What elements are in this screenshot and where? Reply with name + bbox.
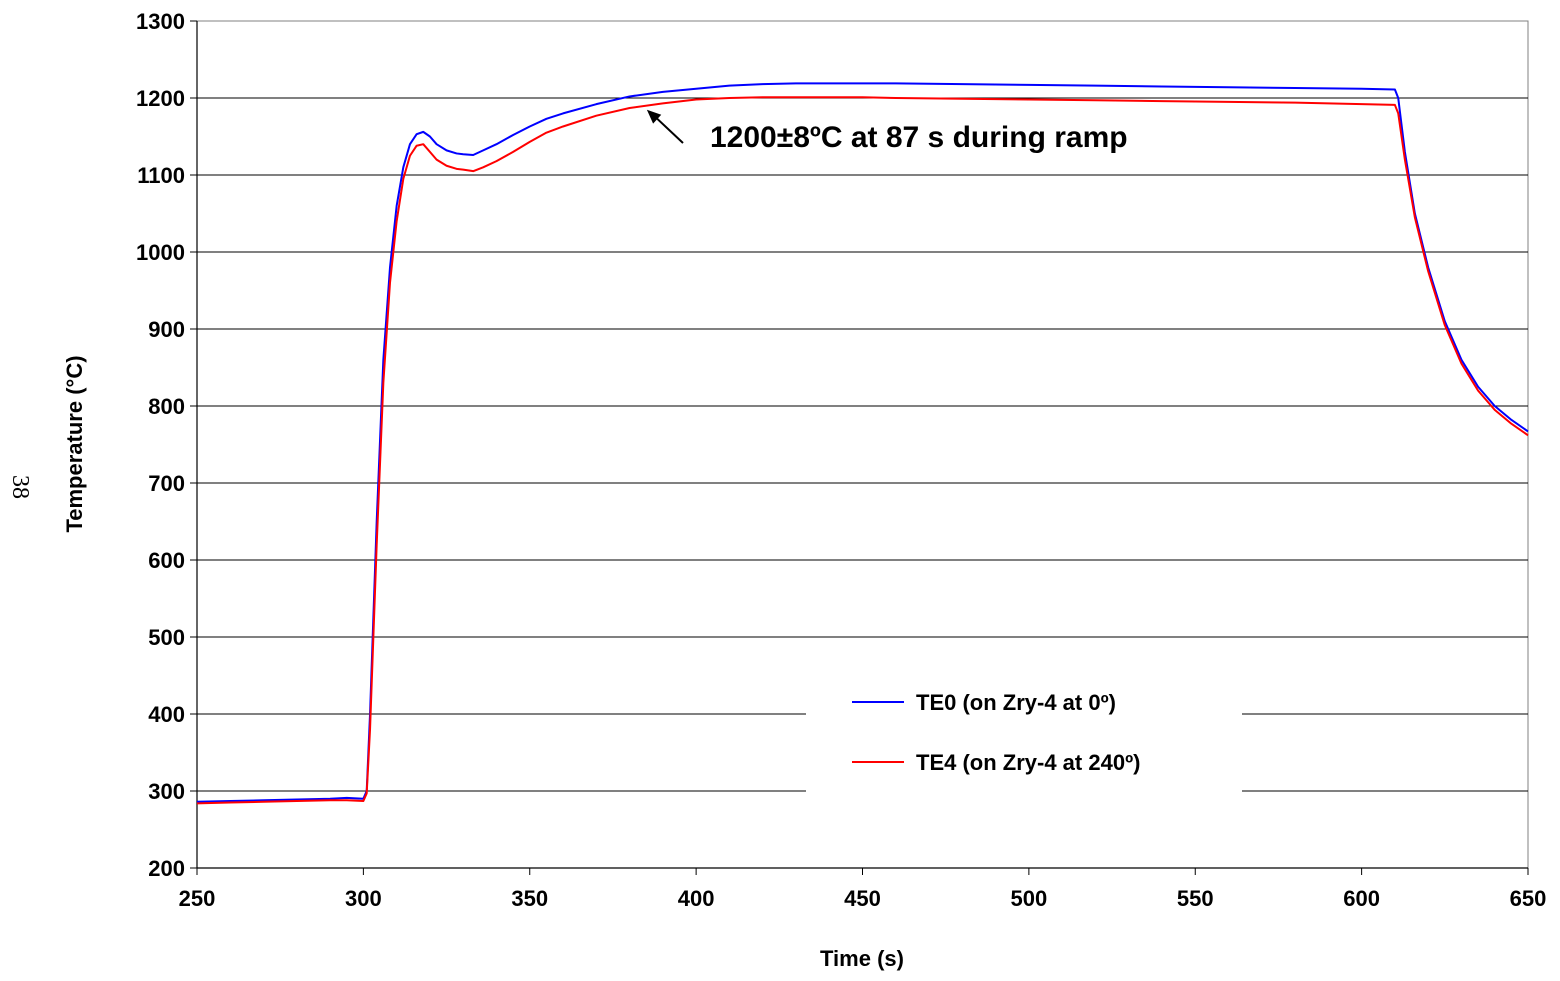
- y-tick-label: 700: [148, 471, 185, 496]
- y-tick-label: 1000: [136, 240, 185, 265]
- annotation-arrowhead: [646, 109, 662, 124]
- axes: [190, 20, 1529, 875]
- y-tick-label: 200: [148, 856, 185, 881]
- y-tick-labels: 200 300 400 500 600 700 800 900 1000 1100 1200 1300: [136, 9, 185, 881]
- x-tick-label: 500: [1011, 886, 1048, 911]
- x-tick-label: 600: [1343, 886, 1380, 911]
- y-tick-label: 400: [148, 702, 185, 727]
- x-tick-label: 550: [1177, 886, 1214, 911]
- legend: TE0 (on Zry-4 at 0º) TE4 (on Zry-4 at 240…: [852, 690, 1140, 775]
- annotation: 1200±8ºC at 87 s during ramp: [646, 109, 1128, 154]
- y-tick-label: 300: [148, 779, 185, 804]
- y-tick-label: 1300: [136, 9, 185, 34]
- annotation-text: 1200±8ºC at 87 s during ramp: [710, 121, 1128, 154]
- y-tick-label: 800: [148, 394, 185, 419]
- x-tick-label: 250: [179, 886, 216, 911]
- series-lines: [196, 82, 1529, 805]
- x-tick-label: 650: [1510, 886, 1547, 911]
- x-tick-label: 300: [345, 886, 382, 911]
- legend-label: TE4 (on Zry-4 at 240º): [916, 750, 1140, 775]
- legend-box: [806, 672, 1242, 792]
- y-tick-label: 1100: [137, 163, 185, 188]
- legend-label: TE0 (on Zry-4 at 0º): [916, 690, 1116, 715]
- x-tick-label: 350: [511, 886, 548, 911]
- x-tick-label: 450: [844, 886, 881, 911]
- series-line-te4: [196, 96, 1529, 805]
- page-number: 38: [7, 475, 33, 499]
- y-tick-label: 600: [148, 548, 185, 573]
- y-tick-label: 900: [148, 317, 185, 342]
- y-tick-label: 1200: [136, 86, 185, 111]
- annotation-arrow-line: [652, 113, 684, 144]
- x-tick-labels: 250 300 350 400 450 500 550 600 650: [179, 886, 1547, 911]
- x-axis-title: Time (s): [820, 946, 904, 971]
- y-tick-label: 500: [148, 625, 185, 650]
- x-tick-label: 400: [678, 886, 715, 911]
- y-axis-title: Temperature (°C): [62, 355, 87, 532]
